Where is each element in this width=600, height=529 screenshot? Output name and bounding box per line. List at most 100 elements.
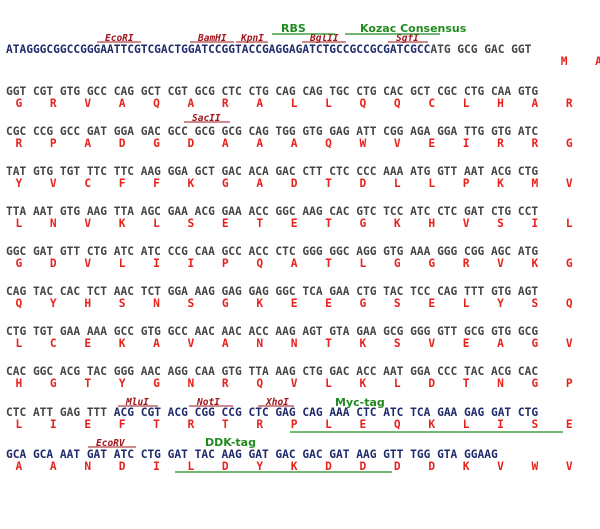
amino-acid: R (497, 137, 504, 150)
restriction-site-label: NotI (196, 397, 220, 408)
amino-acid: V (84, 217, 91, 230)
amino-acid: L (16, 337, 23, 350)
restriction-site-label: EcoRI (105, 33, 134, 44)
amino-acid: I (50, 418, 57, 431)
amino-acid: A (153, 337, 160, 350)
amino-acid: D (188, 137, 195, 150)
amino-acid: P (222, 257, 229, 270)
dna-segment: GCA GCA AAT GAT ATC CTG GAT TAC AAG GAT … (6, 448, 498, 461)
amino-acid: S (119, 297, 126, 310)
restriction-site: KpnI (236, 33, 268, 44)
amino-acid: L (394, 177, 401, 190)
dna-sequence: GGT CGT GTG GCC CAG GCT CGT GCG CTC CTG … (6, 85, 538, 98)
dna-sequence: CTC ATT GAG TTT ACG CGT ACG CGG CCG CTC … (6, 406, 538, 419)
amino-acid: L (291, 97, 298, 110)
amino-acid: R (16, 137, 23, 150)
amino-acid: S (188, 297, 195, 310)
sequence-rows: ATAGGGCGGCCGGGAATTCGTCGACTGGATCCGGTACCGA… (6, 43, 600, 473)
amino-acid: Q (566, 297, 573, 310)
amino-acid: L (325, 97, 332, 110)
dna-segment: GGC GAT GTT CTG ATC ATC CCG CAA GCC ACC … (6, 245, 538, 258)
amino-acid: A (256, 177, 263, 190)
amino-acid: Y (119, 377, 126, 390)
amino-acid: R (222, 377, 229, 390)
dna-segment: CTC ATT GAG TTT (6, 406, 114, 419)
amino-acid: N (84, 460, 91, 473)
amino-acid: L (188, 460, 195, 473)
dna-segment: CTG TGT GAA AAA GCC GTG GCC AAC AAC ACC … (6, 325, 538, 338)
restriction-site-label: SgfI (396, 33, 419, 44)
amino-acid: V (428, 337, 435, 350)
dna-segment: TAT GTG TGT TTC TTC AAG GGA GCT GAC ACA … (6, 165, 538, 178)
restriction-site: BamHI (190, 33, 234, 44)
amino-acid: K (188, 177, 195, 190)
amino-acid: I (188, 257, 195, 270)
amino-acid: T (325, 257, 332, 270)
amino-acid: P (463, 177, 470, 190)
amino-acid: E (463, 337, 470, 350)
amino-acid: L (325, 418, 332, 431)
amino-acid: L (360, 257, 367, 270)
amino-acid: N (50, 217, 57, 230)
amino-acid: Y (16, 177, 23, 190)
amino-acid: G (16, 257, 23, 270)
amino-acid: I (153, 460, 160, 473)
amino-acid: K (463, 460, 470, 473)
dna-sequence: CAG TAC CAC TCT AAC TCT GGA AAG GAG GAG … (6, 285, 538, 298)
restriction-site: XhoI (258, 397, 294, 408)
amino-acid: K (428, 418, 435, 431)
amino-acid: V (463, 217, 470, 230)
amino-acid: G (153, 377, 160, 390)
amino-acid: R (188, 418, 195, 431)
amino-acid: E (84, 337, 91, 350)
amino-acid: Q (16, 297, 23, 310)
amino-acid: K (394, 217, 401, 230)
amino-acid: R (532, 137, 539, 150)
amino-acid: Y (50, 297, 57, 310)
amino-acid: R (566, 97, 573, 110)
amino-acid: A (119, 97, 126, 110)
amino-acid: W (360, 137, 367, 150)
amino-acid: T (153, 418, 160, 431)
amino-acid: V (291, 377, 298, 390)
amino-acid: F (119, 418, 126, 431)
amino-acid: Q (325, 137, 332, 150)
amino-acid: S (394, 337, 401, 350)
amino-acid: T (325, 217, 332, 230)
amino-acid: G (360, 297, 367, 310)
amino-acid: G (222, 177, 229, 190)
amino-acid: Y (256, 460, 263, 473)
amino-acid: G (16, 97, 23, 110)
amino-acid: R (50, 97, 57, 110)
dna-segment: GGT CGT GTG GCC CAG GCT CGT GCG CTC CTG … (6, 85, 538, 98)
amino-acid: Q (394, 418, 401, 431)
amino-acid: N (497, 377, 504, 390)
amino-acid: L (566, 217, 573, 230)
amino-acid: I (463, 137, 470, 150)
amino-acid: L (325, 377, 332, 390)
restriction-site-label: MluI (125, 397, 149, 408)
amino-acid: D (291, 177, 298, 190)
amino-acid: K (291, 460, 298, 473)
amino-acid: D (428, 460, 435, 473)
restriction-site: MluI (118, 397, 158, 408)
amino-acid: C (50, 337, 57, 350)
amino-acid: G (153, 137, 160, 150)
sequence-row: CAG TAC CAC TCT AAC TCT GGA AAG GAG GAG … (6, 285, 573, 310)
amino-acid: N (188, 377, 195, 390)
amino-acid: A (532, 97, 539, 110)
amino-acid: K (119, 337, 126, 350)
amino-acid: K (532, 257, 539, 270)
amino-acid: K (119, 217, 126, 230)
amino-acid: N (256, 337, 263, 350)
amino-acid: K (256, 297, 263, 310)
amino-acid: E (360, 418, 367, 431)
amino-acid: V (188, 337, 195, 350)
amino-acid: Q (256, 377, 263, 390)
dna-segment: CAG TAC CAC TCT AAC TCT GGA AAG GAG GAG … (6, 285, 538, 298)
amino-acid: R (463, 257, 470, 270)
amino-acid: T (222, 418, 229, 431)
amino-acid: V (497, 460, 504, 473)
amino-acid: A (291, 137, 298, 150)
